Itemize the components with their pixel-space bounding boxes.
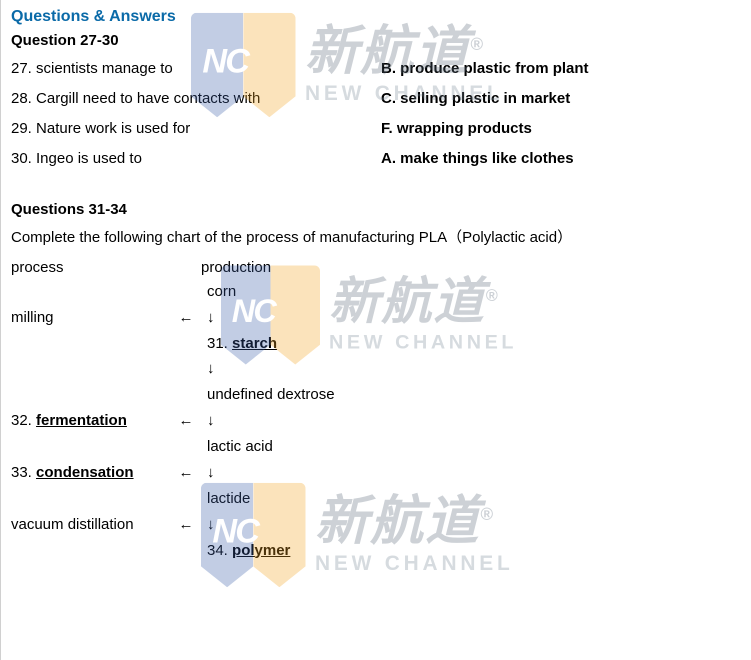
answer-text: A. make things like clothes	[381, 147, 574, 171]
match-row: 30. Ingeo is used to A. make things like…	[11, 147, 741, 171]
question-text: 29. Nature work is used for	[11, 117, 381, 141]
chart-row: lactide	[11, 487, 741, 509]
chart-row: vacuum distillation ← ↓	[11, 513, 741, 535]
arrow-down-icon: ↓	[201, 309, 741, 326]
chart-row: 34. polymer	[11, 539, 741, 561]
process-milling: milling	[11, 309, 171, 326]
answer-text: C. selling plastic in market	[381, 87, 570, 111]
chart-row: undefined dextrose	[11, 383, 741, 405]
col-process-label: process	[11, 259, 201, 276]
arrow-down-icon: ↓	[201, 516, 741, 533]
question-group-1-heading: Question 27-30	[11, 32, 741, 49]
arrow-left-icon: ←	[171, 516, 201, 533]
chart-row: lactic acid	[11, 435, 741, 457]
section-title: Questions & Answers	[11, 8, 741, 26]
arrow-down-icon: ↓	[207, 358, 741, 379]
chart-row: 31. starch	[11, 332, 741, 354]
arrow-down-icon: ↓	[201, 464, 741, 481]
arrow-left-icon: ←	[171, 412, 201, 429]
answer-text: F. wrapping products	[381, 117, 532, 141]
production-corn: corn	[201, 283, 741, 300]
match-row: 28. Cargill need to have contacts with C…	[11, 87, 741, 111]
chart-instruction: Complete the following chart of the proc…	[11, 226, 741, 247]
chart-row: 32. fermentation ← ↓	[11, 409, 741, 431]
match-row: 27. scientists manage to B. produce plas…	[11, 57, 741, 81]
production-lactide: lactide	[201, 490, 741, 507]
question-text: 28. Cargill need to have contacts with	[11, 87, 381, 111]
arrow-down-icon: ↓	[201, 412, 741, 429]
chart-row: 33. condensation ← ↓	[11, 461, 741, 483]
chart-header: process production	[11, 259, 741, 276]
production-lactic-acid: lactic acid	[201, 438, 741, 455]
chart-row: milling ← ↓	[11, 306, 741, 328]
arrow-left-icon: ←	[171, 309, 201, 326]
question-group-2-heading: Questions 31-34	[11, 201, 741, 218]
col-production-label: production	[201, 259, 741, 276]
answer-text: B. produce plastic from plant	[381, 57, 589, 81]
answer-34: 34. polymer	[201, 542, 741, 559]
arrow-left-icon: ←	[171, 464, 201, 481]
match-row: 29. Nature work is used for F. wrapping …	[11, 117, 741, 141]
answer-32: 32. fermentation	[11, 412, 171, 429]
answer-31: 31. starch	[201, 335, 741, 352]
question-text: 30. Ingeo is used to	[11, 147, 381, 171]
chart-row: corn	[11, 280, 741, 302]
question-text: 27. scientists manage to	[11, 57, 381, 81]
process-vacuum-distillation: vacuum distillation	[11, 516, 171, 533]
answer-33: 33. condensation	[11, 464, 171, 481]
production-dextrose: undefined dextrose	[201, 386, 741, 403]
